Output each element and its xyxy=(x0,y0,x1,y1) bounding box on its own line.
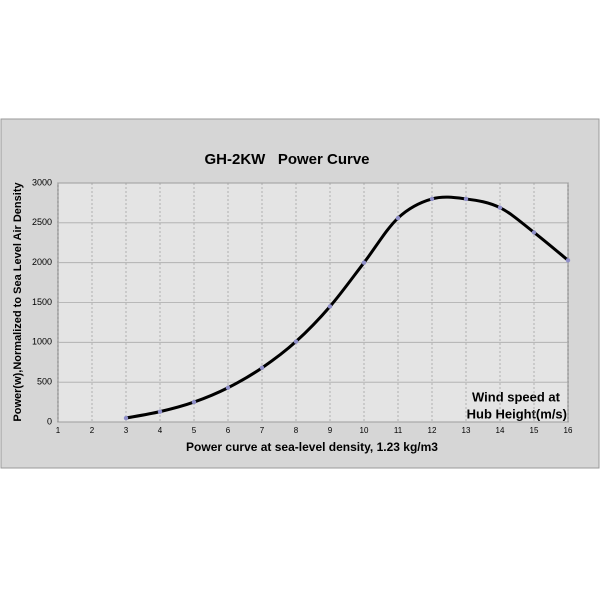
x-tick-label: 13 xyxy=(462,426,471,435)
data-point xyxy=(293,339,299,344)
data-point xyxy=(497,205,503,210)
y-tick-label: 3000 xyxy=(32,177,52,187)
data-point xyxy=(157,409,163,414)
x-tick-label: 7 xyxy=(260,426,265,435)
annotation: Wind speed at xyxy=(472,389,561,404)
y-tick-label: 2500 xyxy=(32,217,52,227)
x-tick-label: 4 xyxy=(158,426,163,435)
x-tick-label: 9 xyxy=(328,426,333,435)
x-axis-label: Power curve at sea-level density, 1.23 k… xyxy=(186,440,438,454)
y-tick-label: 0 xyxy=(47,416,52,426)
data-point xyxy=(259,365,265,371)
data-point xyxy=(463,196,469,202)
x-tick-label: 12 xyxy=(428,426,437,435)
y-tick-label: 2000 xyxy=(32,257,52,267)
x-tick-label: 10 xyxy=(360,426,369,435)
x-tick-label: 16 xyxy=(564,426,573,435)
x-tick-label: 5 xyxy=(192,426,197,435)
chart-title: GH-2KW Power Curve xyxy=(204,151,369,168)
x-tick-label: 6 xyxy=(226,426,231,435)
x-tick-label: 1 xyxy=(56,426,61,435)
data-point xyxy=(327,304,333,309)
x-tick-label: 2 xyxy=(90,426,95,435)
y-axis-label: Power(w),Normalized to Sea Level Air Den… xyxy=(12,182,24,422)
y-tick-label: 500 xyxy=(37,377,52,387)
x-tick-label: 8 xyxy=(294,426,299,435)
data-point xyxy=(123,415,129,421)
x-tick-label: 15 xyxy=(530,426,539,435)
power-curve xyxy=(125,195,569,420)
y-tick-label: 1000 xyxy=(32,337,52,347)
x-tick-label: 14 xyxy=(496,426,505,435)
x-tick-label: 3 xyxy=(124,426,129,435)
y-tick-label: 1500 xyxy=(32,297,52,307)
data-point xyxy=(361,260,367,265)
data-point xyxy=(395,215,401,221)
annotation: Hub Height(m/s) xyxy=(467,406,567,421)
data-point xyxy=(225,385,231,390)
x-tick-label: 11 xyxy=(394,426,403,435)
data-point xyxy=(429,196,435,202)
data-point xyxy=(531,230,537,235)
data-point xyxy=(191,399,197,405)
data-point xyxy=(565,258,571,263)
